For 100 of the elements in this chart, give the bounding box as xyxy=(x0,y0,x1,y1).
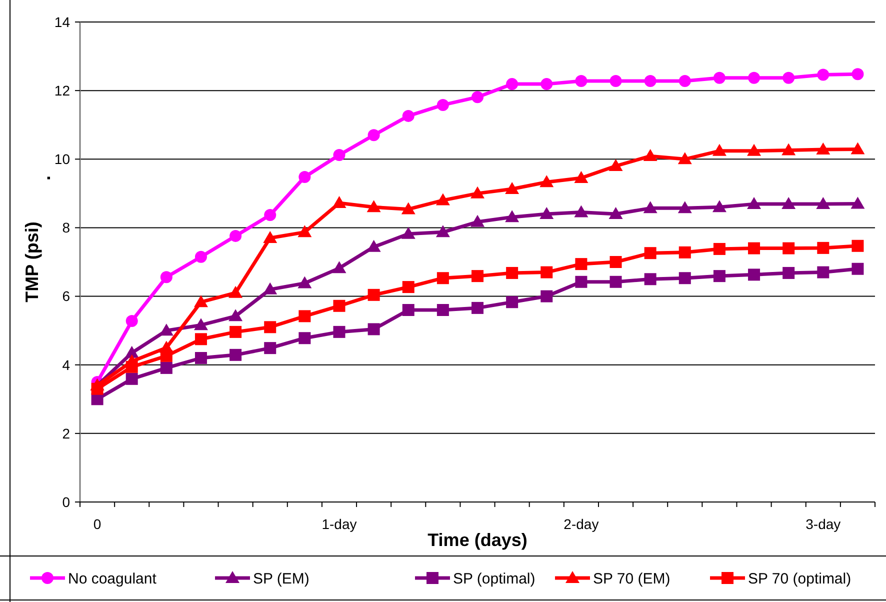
point xyxy=(506,296,518,308)
y-tick-label: 10 xyxy=(54,151,70,168)
point xyxy=(816,197,830,210)
point xyxy=(401,202,416,214)
point xyxy=(402,110,414,122)
point xyxy=(436,98,449,111)
text: . xyxy=(34,175,54,181)
point xyxy=(228,309,243,322)
point xyxy=(782,197,796,210)
point xyxy=(230,230,242,242)
legend-label: SP 70 (optimal) xyxy=(748,570,852,588)
point xyxy=(298,276,312,288)
point xyxy=(263,231,278,243)
point xyxy=(368,323,380,336)
x-tick-label: 2-day xyxy=(564,516,599,532)
point xyxy=(126,360,138,373)
y-tick-label: 12 xyxy=(54,82,70,98)
y-tick-label: 4 xyxy=(62,356,70,373)
point xyxy=(782,72,795,84)
point xyxy=(160,362,172,374)
y-tick-label: 6 xyxy=(62,288,70,304)
point xyxy=(782,242,795,254)
point xyxy=(852,68,864,80)
point xyxy=(126,372,138,385)
point xyxy=(574,171,588,183)
point xyxy=(264,321,276,334)
point xyxy=(194,250,207,263)
point xyxy=(333,149,346,162)
point xyxy=(712,144,726,156)
point xyxy=(575,258,588,270)
point xyxy=(401,226,416,239)
point xyxy=(608,159,623,171)
point xyxy=(712,200,726,212)
point xyxy=(643,149,658,162)
point xyxy=(505,210,520,222)
y-tick-label: 8 xyxy=(62,220,70,236)
point xyxy=(228,286,243,298)
point xyxy=(436,272,449,284)
point xyxy=(643,201,658,214)
legend-label: SP (EM) xyxy=(253,570,310,588)
point xyxy=(263,282,278,294)
point xyxy=(678,272,691,284)
point xyxy=(610,74,622,87)
point xyxy=(332,196,346,208)
point xyxy=(852,240,864,252)
point xyxy=(678,246,691,258)
point xyxy=(852,262,864,275)
point xyxy=(366,200,381,212)
point xyxy=(575,74,588,87)
point xyxy=(470,186,484,198)
point xyxy=(817,242,830,254)
point xyxy=(713,270,726,282)
point xyxy=(748,268,760,281)
point xyxy=(298,225,312,238)
point xyxy=(713,242,726,255)
point xyxy=(540,266,553,278)
point xyxy=(368,129,380,142)
point xyxy=(402,281,414,294)
point xyxy=(472,91,484,104)
point xyxy=(332,261,346,274)
point xyxy=(160,350,172,362)
point xyxy=(748,72,760,84)
y-tick-label: 14 xyxy=(54,14,70,30)
point xyxy=(574,205,588,218)
point xyxy=(747,144,762,156)
point xyxy=(333,300,346,312)
point xyxy=(505,182,520,194)
point xyxy=(436,304,449,316)
point xyxy=(298,332,311,344)
point xyxy=(436,193,450,206)
point xyxy=(540,290,553,302)
point xyxy=(436,225,450,238)
point xyxy=(194,318,208,330)
point xyxy=(850,142,865,154)
point xyxy=(159,324,174,336)
point xyxy=(644,74,656,87)
point xyxy=(817,68,830,81)
point xyxy=(472,270,484,282)
point xyxy=(194,333,207,346)
point xyxy=(644,273,656,286)
point xyxy=(713,72,726,84)
point xyxy=(230,348,242,361)
point xyxy=(782,266,795,279)
x-tick-label: 1-day xyxy=(322,516,357,532)
point xyxy=(850,196,865,209)
legend-label: SP 70 (EM) xyxy=(593,570,670,588)
y-tick-label: 0 xyxy=(62,494,70,510)
point xyxy=(470,214,484,227)
point xyxy=(782,143,796,156)
point xyxy=(194,352,207,364)
point xyxy=(126,314,138,327)
point xyxy=(610,276,622,288)
point xyxy=(816,142,830,155)
point xyxy=(748,242,760,254)
point xyxy=(368,288,380,301)
point xyxy=(298,310,311,322)
point xyxy=(230,326,242,338)
point xyxy=(610,256,622,268)
point xyxy=(264,209,276,222)
point xyxy=(506,266,518,279)
